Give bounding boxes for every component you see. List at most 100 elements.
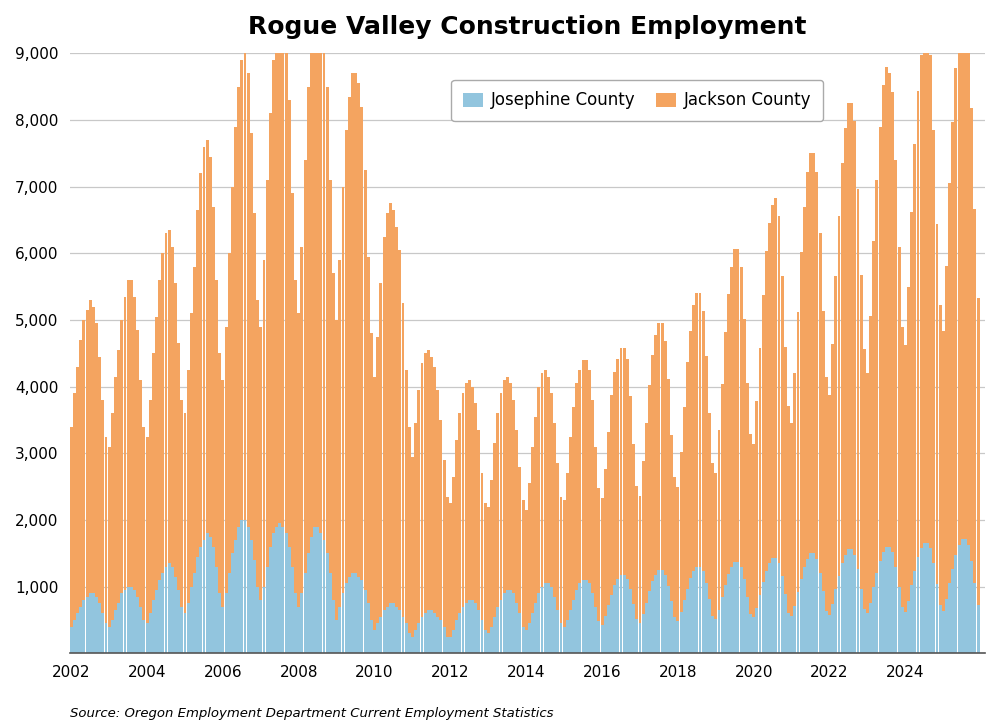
Bar (863, 609, 866, 653)
Bar (793, 373, 796, 606)
Bar (310, 30, 313, 536)
Bar (800, 252, 803, 578)
Bar (582, 580, 585, 653)
Bar (613, 585, 616, 653)
Bar (304, 160, 307, 573)
Bar (171, 247, 174, 567)
Bar (967, 39, 970, 545)
Bar (632, 604, 635, 653)
Bar (474, 403, 477, 603)
Bar (244, 520, 246, 653)
Bar (929, 55, 932, 548)
Bar (155, 590, 158, 653)
Bar (572, 600, 575, 653)
Bar (133, 590, 136, 653)
Bar (553, 597, 556, 653)
Bar (124, 590, 126, 653)
Bar (733, 562, 736, 653)
Bar (427, 350, 430, 610)
Bar (642, 614, 645, 653)
Bar (834, 589, 837, 653)
Bar (332, 600, 335, 653)
Bar (297, 607, 300, 653)
Bar (879, 560, 882, 653)
Bar (92, 307, 95, 593)
Bar (117, 603, 120, 653)
Bar (755, 608, 758, 653)
Bar (692, 571, 695, 653)
Bar (515, 603, 518, 653)
Bar (370, 333, 373, 620)
Bar (635, 486, 638, 619)
Bar (149, 613, 152, 653)
Bar (626, 358, 629, 578)
Bar (244, 54, 246, 520)
Bar (910, 585, 913, 653)
Bar (212, 547, 215, 653)
Bar (932, 130, 935, 563)
Bar (541, 374, 543, 586)
Bar (882, 552, 885, 653)
Bar (76, 613, 79, 653)
Bar (338, 607, 341, 653)
Bar (291, 567, 294, 653)
Bar (455, 620, 458, 653)
Bar (360, 106, 363, 580)
Bar (310, 536, 313, 653)
Bar (269, 547, 272, 653)
Bar (250, 133, 253, 540)
Bar (142, 620, 145, 653)
Bar (740, 266, 743, 567)
Bar (193, 266, 196, 573)
Bar (648, 384, 651, 592)
Bar (326, 87, 329, 553)
Bar (379, 283, 382, 617)
Bar (133, 297, 136, 590)
Bar (436, 390, 439, 617)
Bar (180, 400, 183, 607)
Bar (667, 379, 670, 586)
Bar (427, 610, 430, 653)
Bar (484, 630, 487, 653)
Bar (237, 87, 240, 526)
Bar (503, 593, 506, 653)
Bar (237, 526, 240, 653)
Bar (386, 607, 389, 653)
Bar (458, 613, 461, 653)
Bar (879, 127, 882, 560)
Bar (853, 555, 856, 653)
Bar (948, 183, 951, 584)
Bar (797, 312, 799, 592)
Bar (888, 73, 891, 547)
Bar (487, 507, 490, 634)
Bar (196, 210, 199, 557)
Bar (718, 430, 720, 610)
Bar (620, 575, 622, 653)
Bar (591, 400, 594, 593)
Bar (345, 584, 348, 653)
Bar (275, 20, 278, 526)
Bar (702, 571, 705, 653)
Bar (749, 434, 752, 614)
Bar (708, 413, 711, 599)
Bar (493, 617, 496, 653)
Bar (771, 558, 774, 653)
Bar (901, 607, 904, 653)
Bar (386, 214, 389, 607)
Bar (373, 630, 376, 653)
Bar (281, 526, 284, 653)
Bar (550, 393, 553, 586)
Bar (455, 440, 458, 620)
Bar (961, 539, 964, 653)
Bar (819, 232, 822, 573)
Bar (70, 626, 73, 653)
Bar (421, 363, 423, 617)
Bar (465, 603, 468, 653)
Bar (439, 420, 442, 620)
Bar (800, 578, 803, 653)
Bar (904, 612, 907, 653)
Bar (695, 567, 698, 653)
Bar (768, 563, 771, 653)
Bar (203, 147, 205, 540)
Bar (458, 413, 461, 613)
